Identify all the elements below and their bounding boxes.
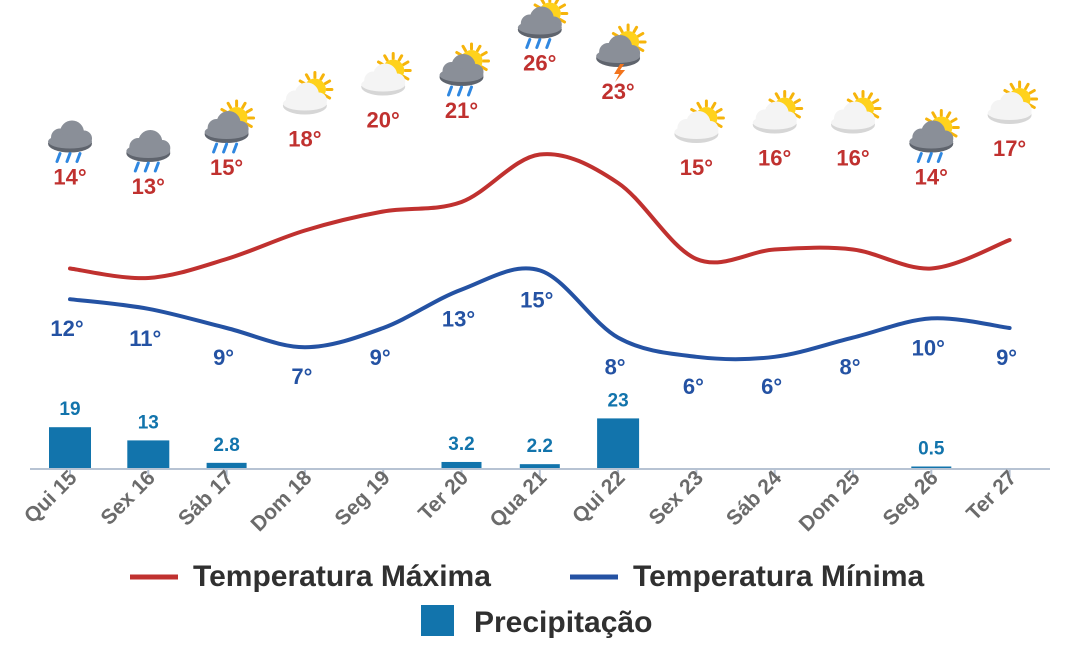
precip-bar <box>127 440 170 469</box>
min-temp-labels: 12° 11° 9° 7° 9° 13° 15° 8° 6° 6° 8° 10° 9° <box>50 287 1017 398</box>
x-tick-label: Sex 16 <box>97 466 160 529</box>
sun-cloud-icon <box>987 80 1039 124</box>
x-tick-label: Ter 27 <box>962 466 1021 525</box>
x-tick-label: Seg 19 <box>331 466 395 530</box>
max-temp-line <box>68 152 1012 281</box>
x-tick-label: Sáb 17 <box>174 466 238 530</box>
max-temp-label: 21° <box>445 98 478 123</box>
sun-cloud-icon <box>282 71 334 115</box>
precipitation-labels: 19 13 2.8 3.2 2.2 23 0.5 <box>59 390 945 459</box>
x-tick-label: Qui 15 <box>20 466 82 528</box>
legend-max-label: Temperatura Máxima <box>193 560 491 593</box>
min-temp-label: 15° <box>520 287 553 312</box>
min-temp-line <box>68 266 1012 362</box>
precip-bar <box>441 461 482 469</box>
max-temp-label: 14° <box>915 165 948 190</box>
x-axis-ticks: Qui 15 Sex 16 Sáb 17 Dom 18 Seg 19 Ter 20 Qua … <box>20 466 1021 536</box>
min-temp-label: 7° <box>291 364 312 389</box>
x-tick-label: Dom 18 <box>247 466 317 536</box>
sun-cloud-icon <box>674 99 725 143</box>
rain-cloud-icon <box>126 130 171 173</box>
min-temp-label: 10° <box>912 335 945 360</box>
legend-precip-label: Precipitação <box>474 606 652 639</box>
sun-storm-cloud-icon <box>596 23 647 82</box>
max-temp-label: 14° <box>53 165 86 190</box>
precip-bar <box>49 427 91 469</box>
x-tick-label: Ter 20 <box>414 466 473 525</box>
x-tick-label: Qui 22 <box>568 466 630 528</box>
min-temp-label: 8° <box>839 355 860 380</box>
x-tick-label: Sex 23 <box>645 466 708 529</box>
max-temp-label: 23° <box>601 79 634 104</box>
x-tick-label: Dom 25 <box>795 466 865 536</box>
max-temp-label: 17° <box>993 136 1026 161</box>
max-temp-labels: 14° 13° 15° 18° 20° 21° 26° 23° 15° 16° 16° 14° 17° <box>53 51 1026 200</box>
sun-rain-cloud-icon <box>517 0 569 49</box>
min-temp-label: 11° <box>129 326 161 351</box>
precip-value-label: 2.8 <box>213 435 239 456</box>
max-temp-label: 15° <box>210 155 243 180</box>
legend-precip-swatch <box>421 605 454 636</box>
precip-bar <box>519 464 560 469</box>
sun-rain-cloud-icon <box>439 42 490 97</box>
min-temp-label: 6° <box>761 374 782 399</box>
precip-value-label: 13 <box>138 412 159 433</box>
min-temp-label: 6° <box>683 374 704 399</box>
sun-rain-cloud-icon <box>204 99 256 154</box>
sun-cloud-icon <box>752 90 804 134</box>
precip-bar <box>911 466 952 469</box>
precip-value-label: 3.2 <box>448 434 474 455</box>
x-tick-label: Seg 26 <box>879 466 943 530</box>
min-temp-label: 8° <box>605 355 626 380</box>
max-temp-label: 15° <box>680 155 713 180</box>
x-tick-label: Qua 21 <box>486 466 552 532</box>
legend: Temperatura Máxima Temperatura Mínima Pr… <box>130 560 924 639</box>
rain-cloud-icon <box>48 120 92 163</box>
precipitation-bars <box>49 418 952 469</box>
sun-rain-cloud-icon <box>909 109 960 163</box>
precip-value-label: 0.5 <box>918 439 945 460</box>
max-temp-label: 16° <box>836 146 869 171</box>
weather-icons <box>48 0 1039 173</box>
max-temp-label: 20° <box>367 108 400 133</box>
precip-bar <box>206 462 247 469</box>
legend-min-label: Temperatura Mínima <box>633 560 924 593</box>
precip-value-label: 2.2 <box>527 436 553 457</box>
sun-cloud-icon <box>831 90 882 134</box>
max-temp-label: 16° <box>758 146 791 171</box>
max-temp-label: 13° <box>132 174 165 199</box>
precip-bar <box>597 418 640 469</box>
max-temp-label: 18° <box>288 127 321 152</box>
x-tick-label: Sáb 24 <box>722 466 786 530</box>
sun-cloud-icon <box>361 52 412 96</box>
precip-value-label: 23 <box>608 390 629 411</box>
min-temp-label: 9° <box>996 345 1017 370</box>
max-temp-label: 26° <box>523 51 556 76</box>
min-temp-label: 13° <box>442 307 475 332</box>
min-temp-label: 9° <box>370 345 391 370</box>
min-temp-label: 9° <box>213 345 234 370</box>
precip-value-label: 19 <box>59 399 80 420</box>
min-temp-label: 12° <box>50 316 83 341</box>
